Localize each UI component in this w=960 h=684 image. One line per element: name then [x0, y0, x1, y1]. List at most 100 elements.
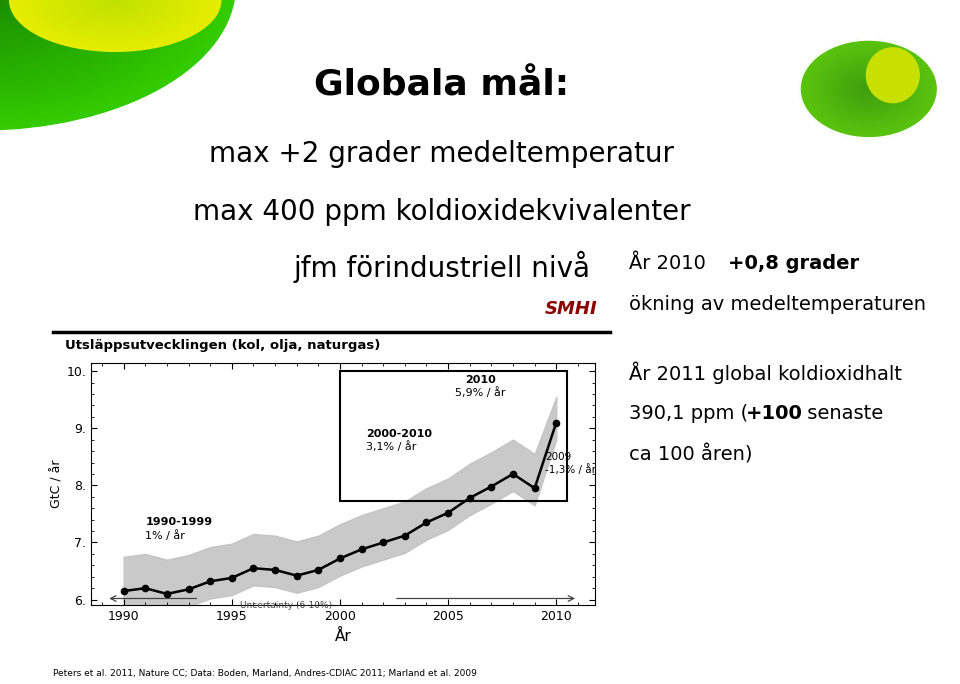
Ellipse shape: [0, 0, 100, 53]
Ellipse shape: [60, 0, 170, 27]
Ellipse shape: [867, 48, 920, 103]
Ellipse shape: [0, 0, 97, 52]
Circle shape: [852, 77, 886, 101]
Ellipse shape: [0, 0, 126, 68]
Ellipse shape: [0, 0, 129, 70]
Ellipse shape: [84, 0, 147, 16]
Ellipse shape: [92, 0, 138, 12]
Ellipse shape: [0, 0, 232, 129]
Ellipse shape: [10, 0, 221, 51]
Ellipse shape: [0, 0, 48, 25]
Ellipse shape: [0, 0, 60, 31]
Text: År 2011 global koldioxidhalt: År 2011 global koldioxidhalt: [629, 362, 901, 384]
Circle shape: [804, 42, 934, 135]
Ellipse shape: [0, 0, 155, 84]
Ellipse shape: [0, 0, 146, 79]
Ellipse shape: [0, 0, 8, 1]
Ellipse shape: [0, 0, 114, 62]
Ellipse shape: [75, 0, 156, 20]
Ellipse shape: [101, 0, 130, 8]
Ellipse shape: [0, 0, 45, 23]
Ellipse shape: [0, 0, 204, 112]
Ellipse shape: [94, 0, 136, 10]
Text: 5,9% / år: 5,9% / år: [455, 387, 506, 398]
Ellipse shape: [0, 0, 39, 19]
Ellipse shape: [98, 0, 132, 8]
Ellipse shape: [0, 0, 192, 105]
Text: 3,1% / år: 3,1% / år: [366, 441, 417, 452]
Ellipse shape: [0, 0, 74, 39]
Ellipse shape: [105, 0, 126, 5]
Ellipse shape: [0, 0, 28, 13]
Ellipse shape: [0, 0, 218, 120]
Circle shape: [802, 41, 936, 137]
Ellipse shape: [0, 0, 209, 116]
Ellipse shape: [0, 0, 120, 65]
Circle shape: [826, 58, 912, 120]
Text: 2000-2010: 2000-2010: [366, 429, 432, 439]
Ellipse shape: [0, 0, 215, 118]
Ellipse shape: [0, 0, 221, 122]
Ellipse shape: [96, 0, 134, 10]
Circle shape: [800, 40, 938, 138]
Ellipse shape: [24, 0, 206, 44]
Ellipse shape: [0, 0, 160, 88]
Ellipse shape: [0, 0, 198, 109]
Ellipse shape: [0, 0, 83, 44]
Ellipse shape: [0, 0, 65, 34]
Circle shape: [830, 62, 907, 116]
Circle shape: [853, 78, 884, 100]
Circle shape: [847, 73, 891, 105]
Ellipse shape: [54, 0, 177, 30]
Ellipse shape: [0, 0, 80, 42]
Ellipse shape: [27, 0, 204, 43]
Text: -1,3% / år: -1,3% / år: [545, 464, 596, 475]
Ellipse shape: [0, 0, 68, 36]
Ellipse shape: [0, 0, 235, 130]
Circle shape: [821, 55, 917, 123]
Circle shape: [806, 44, 931, 133]
Ellipse shape: [103, 0, 128, 6]
Ellipse shape: [107, 0, 124, 4]
Ellipse shape: [0, 0, 195, 107]
Ellipse shape: [62, 0, 168, 25]
Ellipse shape: [0, 0, 13, 5]
Circle shape: [812, 49, 925, 129]
Ellipse shape: [64, 0, 166, 25]
Ellipse shape: [0, 0, 22, 10]
Ellipse shape: [0, 0, 163, 90]
Ellipse shape: [37, 0, 193, 38]
Ellipse shape: [0, 0, 11, 3]
Circle shape: [810, 47, 927, 131]
Ellipse shape: [0, 0, 140, 77]
Circle shape: [856, 80, 881, 98]
Ellipse shape: [73, 0, 157, 21]
Ellipse shape: [0, 0, 103, 55]
Ellipse shape: [50, 0, 180, 32]
Ellipse shape: [39, 0, 191, 37]
Ellipse shape: [0, 0, 34, 16]
Ellipse shape: [31, 0, 200, 41]
Ellipse shape: [0, 0, 31, 14]
Ellipse shape: [22, 0, 208, 45]
Text: ca 100 åren): ca 100 åren): [629, 445, 753, 465]
Circle shape: [867, 88, 871, 90]
Ellipse shape: [0, 0, 229, 127]
Ellipse shape: [45, 0, 185, 34]
Ellipse shape: [82, 0, 149, 16]
Circle shape: [824, 57, 914, 121]
Ellipse shape: [0, 0, 71, 38]
Circle shape: [838, 67, 900, 111]
Ellipse shape: [0, 0, 19, 8]
Ellipse shape: [0, 0, 88, 47]
Ellipse shape: [0, 0, 212, 117]
Circle shape: [808, 46, 929, 132]
Ellipse shape: [0, 0, 57, 29]
Circle shape: [865, 86, 873, 92]
Ellipse shape: [0, 0, 183, 101]
Circle shape: [836, 66, 901, 112]
Ellipse shape: [29, 0, 202, 42]
Text: 1% / år: 1% / år: [145, 530, 185, 541]
Circle shape: [813, 49, 924, 129]
Ellipse shape: [85, 0, 145, 14]
